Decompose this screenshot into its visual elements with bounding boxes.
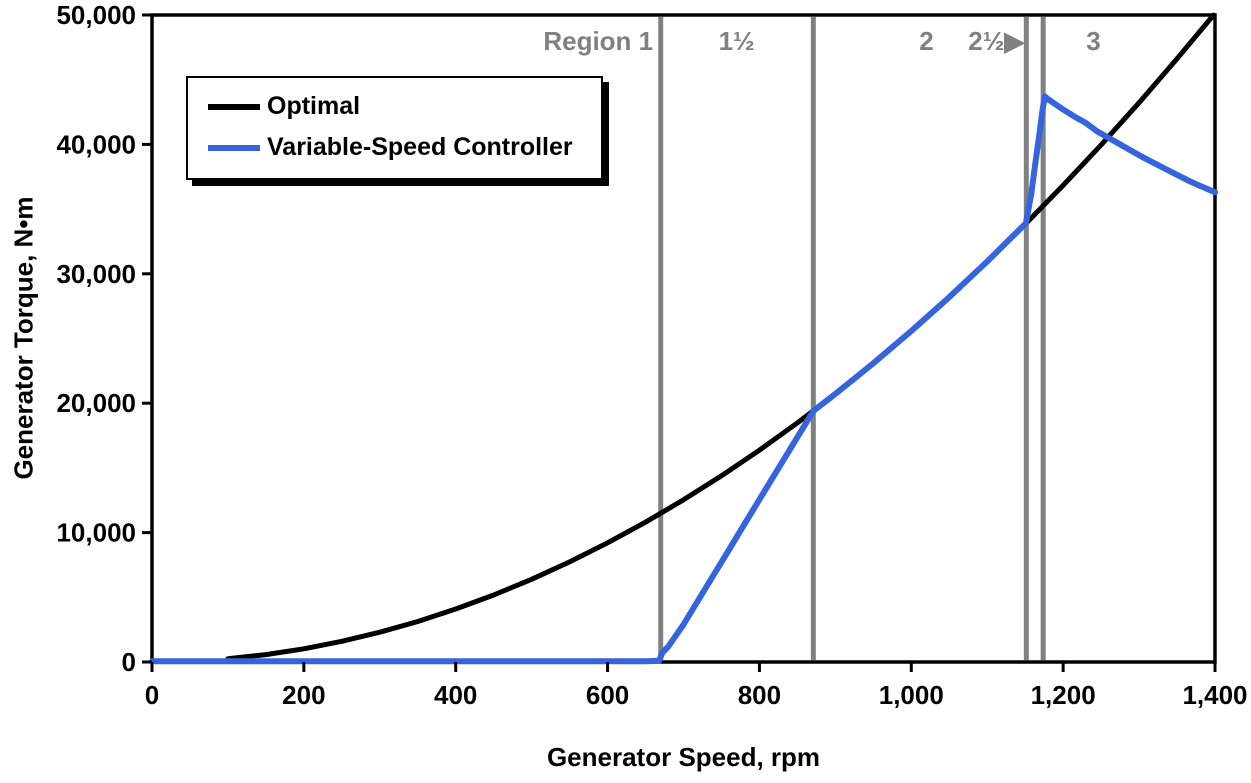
optimal-line — [225, 12, 1216, 662]
x-tick-label: 1,400 — [1182, 680, 1247, 710]
region-label: 1½ — [719, 26, 755, 56]
y-tick-label: 30,000 — [56, 259, 136, 289]
y-tick-label: 40,000 — [56, 129, 136, 159]
legend-item-optimal: Optimal — [208, 92, 573, 121]
x-tick-label: 0 — [145, 680, 159, 710]
x-tick-label: 1,200 — [1031, 680, 1096, 710]
x-tick-label: 400 — [434, 680, 477, 710]
y-tick-label: 10,000 — [56, 518, 136, 548]
plot-border — [150, 13, 1217, 664]
optimal-line-swatch — [208, 103, 260, 110]
legend-label-optimal: Optimal — [267, 92, 361, 120]
region-label: 2½▶ — [968, 26, 1025, 56]
vsc-line-swatch — [208, 144, 260, 151]
legend: Optimal Variable-Speed Controller — [186, 76, 603, 180]
legend-item-variable-speed-controller: Variable-Speed Controller — [208, 133, 573, 162]
x-tick-label: 800 — [738, 680, 781, 710]
x-tick-label: 200 — [282, 680, 325, 710]
region-label: Region 1 — [543, 26, 653, 56]
y-axis-title: Generator Torque, N•m — [8, 196, 39, 480]
x-tick-label: 600 — [586, 680, 629, 710]
x-axis-title: Generator Speed, rpm — [546, 742, 821, 772]
vsc-line — [149, 93, 1218, 665]
legend-label-variable-speed-controller: Variable-Speed Controller — [267, 133, 573, 161]
y-tick-label: 50,000 — [56, 0, 136, 30]
y-tick-label: 0 — [122, 647, 136, 677]
x-tick-label: 1,000 — [879, 680, 944, 710]
region-label: 2 — [919, 26, 933, 56]
region-label: 3 — [1086, 26, 1100, 56]
y-tick-label: 20,000 — [56, 388, 136, 418]
